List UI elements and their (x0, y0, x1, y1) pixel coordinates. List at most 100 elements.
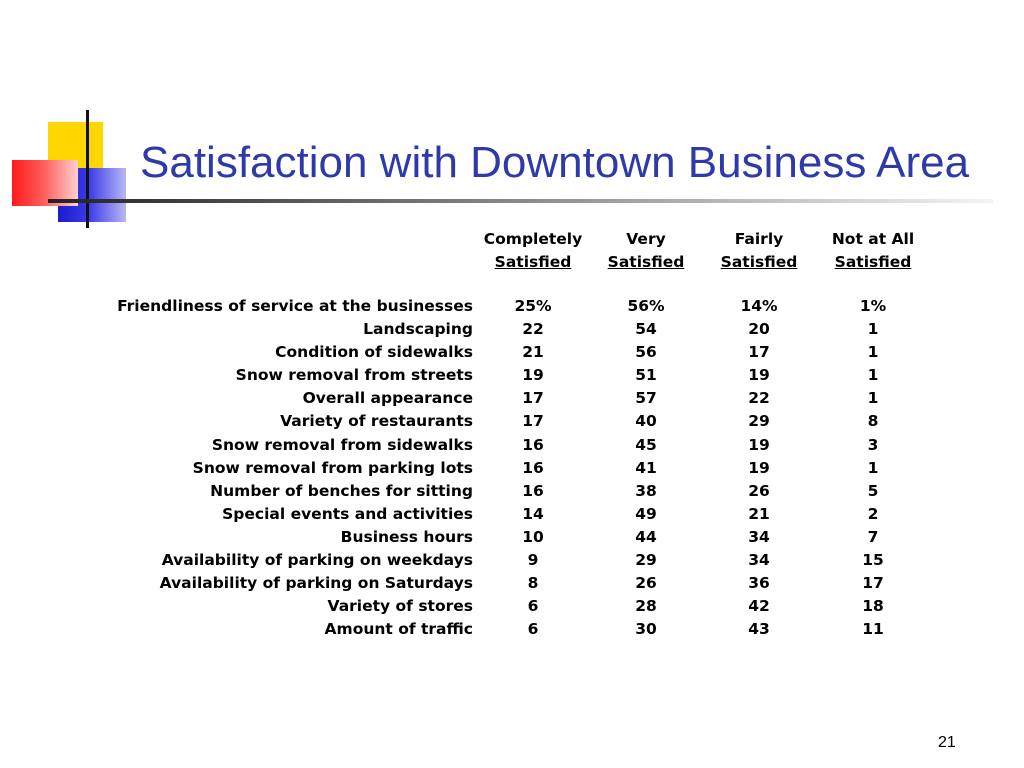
column-header-line2: Satisfied (607, 253, 685, 271)
header-label-spacer (0, 228, 475, 273)
row-value: 57 (635, 389, 657, 408)
row-label: Variety of stores (327, 597, 473, 616)
row-value: 22 (522, 320, 544, 339)
row-value: 11 (862, 620, 884, 639)
row-value: 5 (867, 481, 879, 500)
column-header-line1: Completely (483, 230, 583, 248)
column-header-line1: Not at All (831, 230, 915, 248)
row-value: 1% (859, 297, 887, 315)
row-value: 42 (748, 597, 770, 616)
row-value: 17 (522, 389, 544, 408)
red-square-decoration (12, 160, 78, 206)
row-value: 8 (527, 574, 539, 593)
row-label: Snow removal from streets (235, 366, 473, 385)
table-row: Business hours 10 44 34 7 (0, 526, 1024, 549)
column-header: Completely Satisfied (476, 228, 590, 273)
table-row: Variety of restaurants 17 40 29 8 (0, 410, 1024, 433)
row-value: 1 (867, 458, 879, 477)
row-value: 54 (635, 320, 657, 339)
title-underline-rule (48, 199, 993, 203)
column-header-line2: Satisfied (834, 253, 912, 271)
row-value: 26 (635, 574, 657, 593)
row-value: 16 (522, 458, 544, 477)
header-gap (0, 273, 1024, 295)
column-header-line1: Fairly (734, 230, 784, 248)
table-header-row: Completely Satisfied Very Satisfied Fair… (0, 228, 1024, 273)
row-label: Business hours (340, 527, 473, 546)
row-label: Snow removal from sidewalks (211, 435, 473, 454)
row-label: Variety of restaurants (280, 412, 473, 431)
row-value: 1 (867, 343, 879, 362)
row-value: 19 (748, 366, 770, 385)
row-label: Overall appearance (302, 389, 473, 408)
slide-logo-decoration (0, 0, 150, 240)
row-label: Snow removal from parking lots (192, 458, 473, 477)
table-row: Snow removal from sidewalks 16 45 19 3 (0, 434, 1024, 457)
table-row: Landscaping 22 54 20 1 (0, 318, 1024, 341)
row-value: 10 (522, 527, 544, 546)
column-header-line2: Satisfied (720, 253, 798, 271)
row-value: 19 (748, 458, 770, 477)
row-value: 45 (635, 435, 657, 454)
row-value: 14 (522, 504, 544, 523)
column-header-line1: Very (626, 230, 666, 248)
table-row: Overall appearance 17 57 22 1 (0, 387, 1024, 410)
table-body: Friendliness of service at the businesse… (0, 295, 1024, 641)
row-value: 18 (862, 597, 884, 616)
column-header: Not at All Satisfied (816, 228, 930, 273)
row-value: 19 (522, 366, 544, 385)
row-value: 34 (748, 527, 770, 546)
row-value: 49 (635, 504, 657, 523)
row-value: 29 (748, 412, 770, 431)
column-header-line2: Satisfied (494, 253, 572, 271)
row-value: 40 (635, 412, 657, 431)
row-value: 28 (635, 597, 657, 616)
row-value: 25% (514, 297, 552, 315)
table-row: Availability of parking on weekdays 9 29 34… (0, 549, 1024, 572)
row-value: 20 (748, 320, 770, 339)
table-row: Availability of parking on Saturdays 8 26 3… (0, 572, 1024, 595)
row-value: 36 (748, 574, 770, 593)
row-label: Condition of sidewalks (275, 343, 473, 362)
row-value: 30 (635, 620, 657, 639)
column-header: Very Satisfied (590, 228, 702, 273)
row-value: 44 (635, 527, 657, 546)
row-value: 16 (522, 481, 544, 500)
row-value: 17 (862, 574, 884, 593)
slide-title: Satisfaction with Downtown Business Area (140, 138, 970, 187)
row-value: 19 (748, 435, 770, 454)
row-label: Special events and activities (222, 504, 473, 523)
table-row: Number of benches for sitting 16 38 26 5 (0, 480, 1024, 503)
row-value: 34 (748, 551, 770, 570)
row-value: 56 (635, 343, 657, 362)
row-value: 26 (748, 481, 770, 500)
row-value: 6 (527, 597, 539, 616)
row-label: Availability of parking on Saturdays (159, 574, 473, 593)
row-value: 43 (748, 620, 770, 639)
table-row: Variety of stores 6 28 42 18 (0, 595, 1024, 618)
row-value: 29 (635, 551, 657, 570)
row-label: Number of benches for sitting (210, 481, 473, 500)
row-value: 21 (522, 343, 544, 362)
vertical-line-decoration (86, 110, 89, 228)
row-value: 9 (527, 551, 539, 570)
row-value: 15 (862, 551, 884, 570)
row-value: 41 (635, 458, 657, 477)
row-value: 56% (627, 297, 665, 315)
table-row: Special events and activities 14 49 21 2 (0, 503, 1024, 526)
page-number: 21 (938, 734, 956, 751)
row-value: 22 (748, 389, 770, 408)
row-value: 1 (867, 389, 879, 408)
row-value: 7 (867, 527, 879, 546)
row-value: 17 (748, 343, 770, 362)
row-label: Landscaping (363, 320, 473, 339)
row-label: Amount of traffic (324, 620, 473, 639)
row-value: 17 (522, 412, 544, 431)
row-value: 1 (867, 320, 879, 339)
row-value: 14% (740, 297, 778, 315)
column-header: Fairly Satisfied (702, 228, 816, 273)
row-value: 6 (527, 620, 539, 639)
table-row: Condition of sidewalks 21 56 17 1 (0, 341, 1024, 364)
satisfaction-table: Completely Satisfied Very Satisfied Fair… (0, 228, 1024, 641)
row-label: Friendliness of service at the businesse… (117, 297, 473, 315)
